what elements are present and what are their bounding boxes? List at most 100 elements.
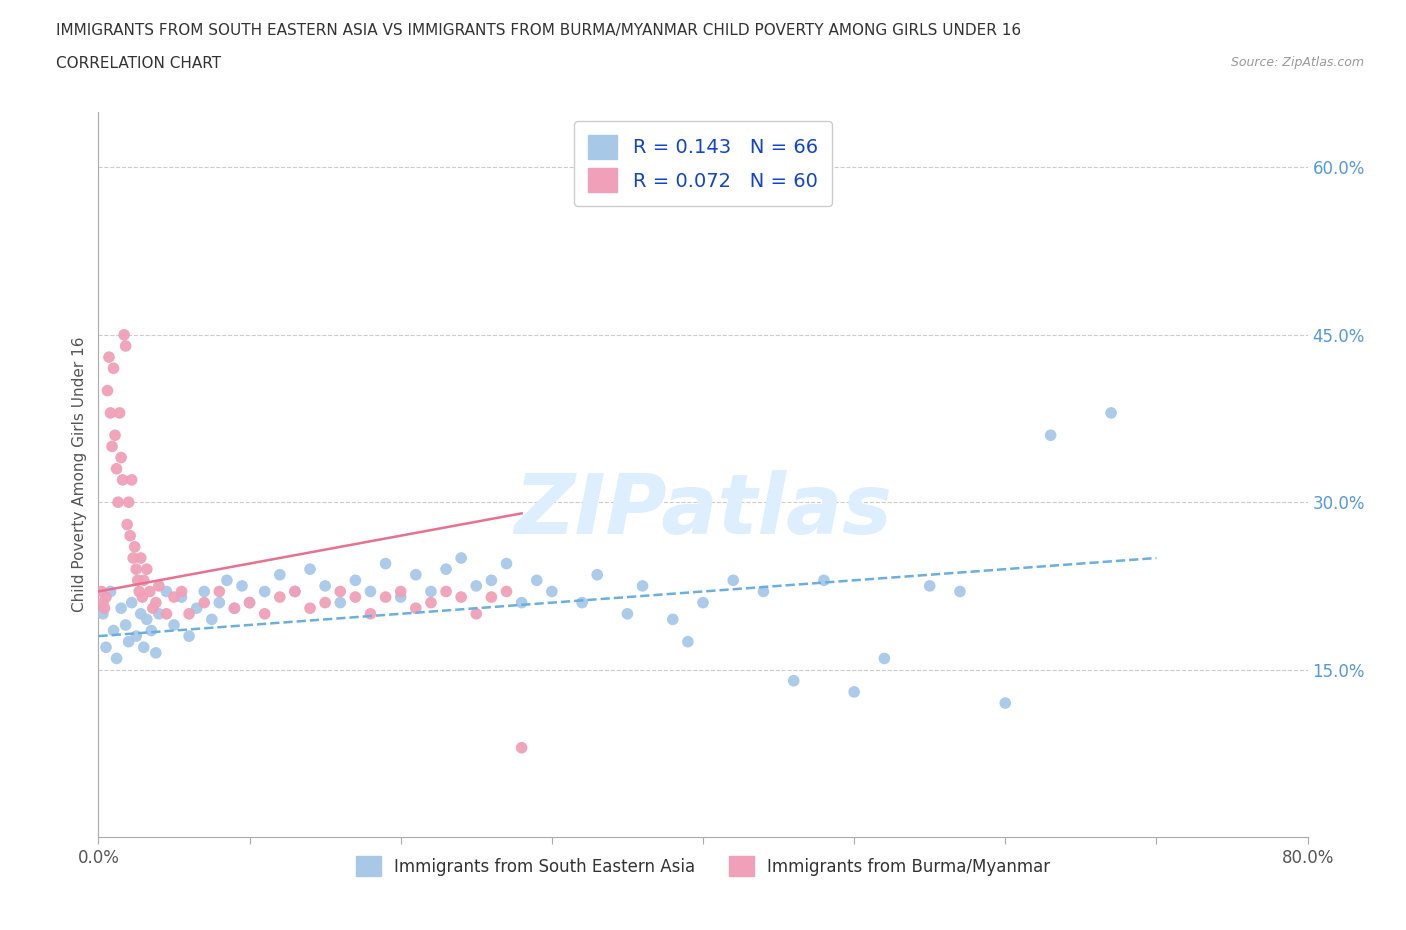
Point [239,595,262,610]
Point [135,612,157,627]
Point [98,350,121,365]
Point [481,590,503,604]
Point [374,556,396,571]
Point [201,612,224,627]
Point [692,595,714,610]
Point [405,601,427,616]
Point [193,584,215,599]
Point [465,578,488,593]
Point [127,573,149,588]
Point [465,606,488,621]
Point [170,584,193,599]
Point [121,595,143,610]
Point [132,640,155,655]
Point [129,551,152,565]
Point [752,584,775,599]
Point [139,584,162,599]
Point [783,673,806,688]
Point [314,595,336,610]
Point [329,584,352,599]
Point [155,584,177,599]
Point [571,595,593,610]
Y-axis label: Child Poverty Among Girls Under 16: Child Poverty Among Girls Under 16 [72,337,87,612]
Point [124,539,146,554]
Point [420,595,443,610]
Point [141,623,163,638]
Point [434,562,457,577]
Point [96,383,118,398]
Point [94,640,117,655]
Point [120,528,142,543]
Point [844,684,866,699]
Point [100,405,122,420]
Point [155,606,177,621]
Point [526,573,548,588]
Point [224,601,246,616]
Point [540,584,562,599]
Point [481,573,503,588]
Text: ZIPatlas: ZIPatlas [515,470,891,551]
Point [405,567,427,582]
Point [179,629,201,644]
Point [873,651,896,666]
Point [107,495,129,510]
Point [129,606,152,621]
Point [125,629,148,644]
Point [148,606,170,621]
Point [105,461,128,476]
Point [616,606,638,621]
Point [284,584,307,599]
Point [1039,428,1062,443]
Point [495,584,517,599]
Point [105,651,128,666]
Point [135,562,157,577]
Point [389,590,412,604]
Point [148,578,170,593]
Point [918,578,941,593]
Point [450,551,472,565]
Point [142,601,165,616]
Point [434,584,457,599]
Point [631,578,654,593]
Point [104,428,127,443]
Legend: Immigrants from South Eastern Asia, Immigrants from Burma/Myanmar: Immigrants from South Eastern Asia, Immi… [349,849,1057,884]
Point [344,590,367,604]
Point [299,601,322,616]
Point [269,590,291,604]
Text: IMMIGRANTS FROM SOUTH EASTERN ASIA VS IMMIGRANTS FROM BURMA/MYANMAR CHILD POVERT: IMMIGRANTS FROM SOUTH EASTERN ASIA VS IM… [56,23,1021,38]
Point [253,584,276,599]
Text: Source: ZipAtlas.com: Source: ZipAtlas.com [1230,56,1364,69]
Text: CORRELATION CHART: CORRELATION CHART [56,56,221,71]
Point [186,601,208,616]
Point [231,578,253,593]
Point [723,573,745,588]
Point [193,595,215,610]
Point [360,606,382,621]
Point [179,606,201,621]
Point [994,696,1017,711]
Point [122,551,145,565]
Point [215,573,238,588]
Point [115,517,138,532]
Point [163,590,186,604]
Point [450,590,472,604]
Point [114,339,136,353]
Point [103,361,125,376]
Point [118,634,141,649]
Point [586,567,609,582]
Point [91,595,114,610]
Point [114,618,136,632]
Point [239,595,262,610]
Point [344,573,367,588]
Point [108,405,131,420]
Point [90,584,112,599]
Point [329,595,352,610]
Point [128,584,150,599]
Point [495,556,517,571]
Point [131,590,153,604]
Point [111,472,134,487]
Point [813,573,835,588]
Point [208,595,231,610]
Point [112,327,135,342]
Point [510,595,533,610]
